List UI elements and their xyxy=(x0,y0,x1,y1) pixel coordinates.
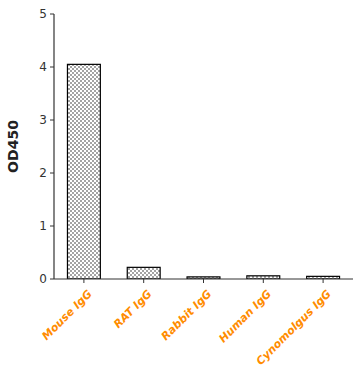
y-axis-label: OD450 xyxy=(5,120,21,173)
x-tick xyxy=(203,279,204,283)
y-tick-label: 1 xyxy=(39,219,47,233)
x-tick xyxy=(143,279,144,283)
x-tick-label: Cynomolgus IgG xyxy=(254,288,334,368)
x-tick xyxy=(83,279,84,283)
y-tick-label: 4 xyxy=(39,60,47,74)
bar xyxy=(67,64,100,279)
y-tick-label: 0 xyxy=(39,272,47,286)
chart-svg: 0 1 2 3 4 5 OD450 Mouse IgG RAT IgGRabbit IgGHum… xyxy=(0,0,363,371)
x-tick-label: Human IgG xyxy=(216,288,274,346)
y-tick-label: 2 xyxy=(39,166,47,180)
x-tick-label: RAT IgG xyxy=(111,288,154,331)
chart-container: 0 1 2 3 4 5 OD450 Mouse IgG RAT IgGRabbit IgGHum… xyxy=(0,0,363,371)
x-tick xyxy=(323,279,324,283)
x-tick xyxy=(263,279,264,283)
y-axis: 0 1 2 3 4 5 xyxy=(39,7,54,286)
bars xyxy=(67,64,339,279)
x-axis: Mouse IgG RAT IgGRabbit IgGHuman IgGCynom… xyxy=(39,279,333,368)
bar xyxy=(127,267,160,279)
x-tick-label: Rabbit IgG xyxy=(159,288,215,344)
y-axis-line xyxy=(53,14,54,279)
y-tick-label: 5 xyxy=(39,7,47,21)
y-tick-label: 3 xyxy=(39,113,47,127)
x-tick-label: Mouse IgG xyxy=(39,288,94,343)
